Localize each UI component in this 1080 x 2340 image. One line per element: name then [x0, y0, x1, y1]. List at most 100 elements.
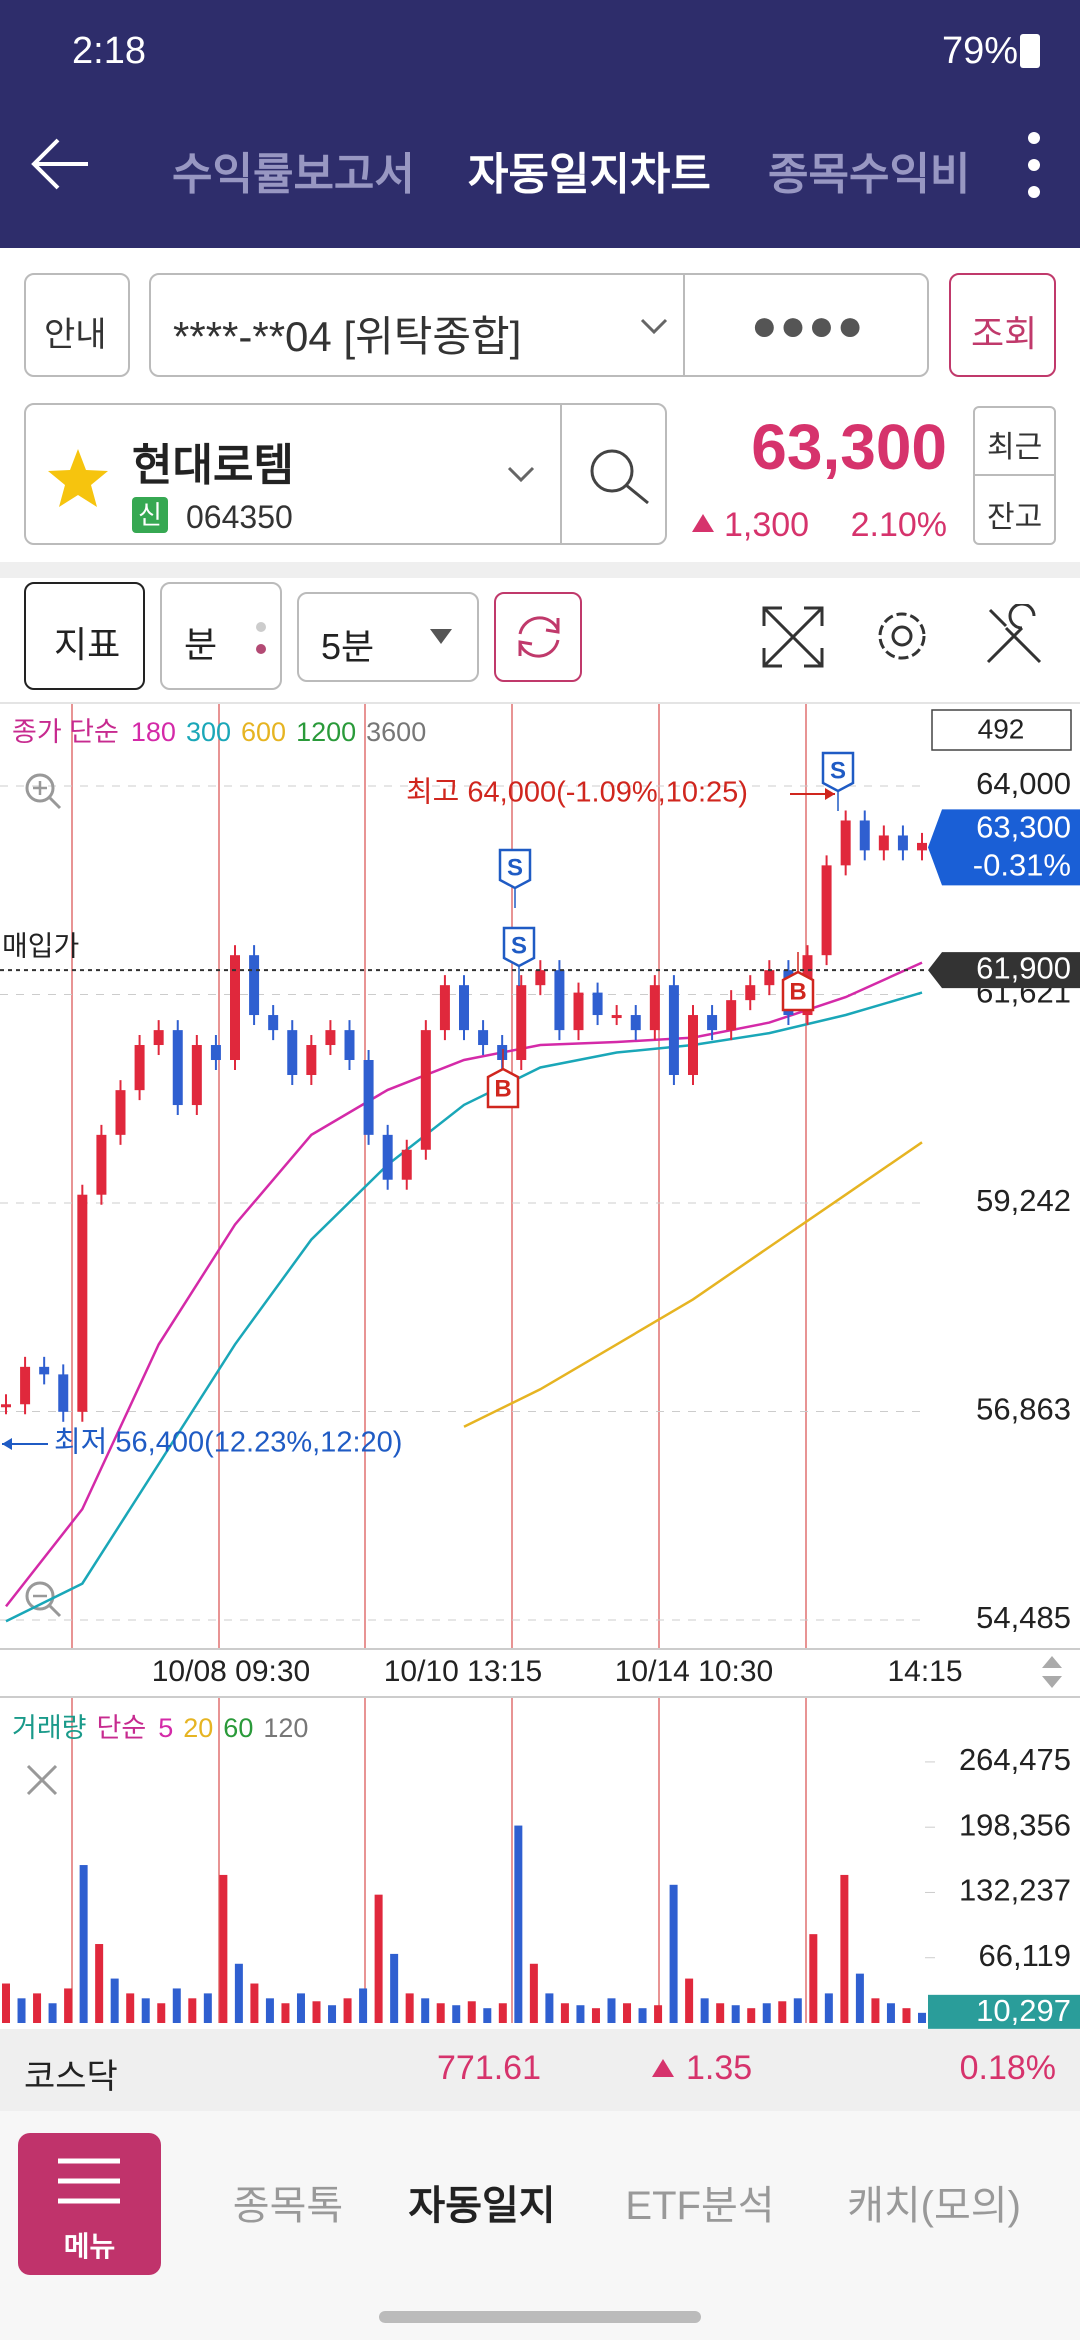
market-value: 771.61: [437, 2049, 541, 2087]
favorite-star[interactable]: [46, 447, 110, 509]
recent-button[interactable]: 최근: [987, 431, 1043, 464]
menu-button[interactable]: 메뉴: [18, 2133, 161, 2275]
volume-bar: [793, 1998, 802, 2023]
x-tick-label: 10/14 10:30: [615, 1655, 773, 1688]
current-change: -0.31%: [973, 848, 1071, 883]
separator: [0, 562, 1080, 578]
indicator-button[interactable]: 지표: [24, 582, 145, 690]
dot: [256, 622, 266, 632]
candle: [39, 1366, 50, 1375]
guide-label: 안내: [44, 316, 107, 354]
candle: [821, 865, 832, 956]
nav-item[interactable]: 종목톡: [232, 2184, 344, 2228]
volume-current-label: 10,297: [976, 1993, 1071, 2028]
signal-marker: [502, 926, 536, 968]
y-tick-label: 54,485: [976, 1600, 1071, 1635]
volume-bar: [654, 2005, 663, 2023]
status-battery: 79%: [941, 30, 1018, 72]
candle: [897, 835, 908, 851]
candle: [306, 1045, 317, 1075]
interval-label: 5분: [321, 626, 375, 667]
volume-bar: [747, 2008, 756, 2023]
volume-bar: [809, 1934, 818, 2023]
guide-button[interactable]: 안내: [24, 273, 130, 377]
nav-item[interactable]: ETF분석: [625, 2184, 775, 2228]
signal-label: S: [830, 757, 846, 784]
tab[interactable]: 종목수익비: [768, 150, 971, 199]
stock-select[interactable]: 현대로템 신 064350: [24, 403, 667, 545]
purchase-label: 매입가: [2, 930, 79, 961]
expand-button[interactable]: [760, 604, 826, 670]
back-button[interactable]: [28, 134, 92, 194]
candle: [745, 985, 756, 1001]
volume-bar: [824, 1993, 833, 2023]
candle: [535, 970, 546, 986]
y-tick-label: 64,000: [976, 766, 1071, 801]
volume-bar: [296, 1993, 305, 2023]
volume-bar: [234, 1963, 243, 2023]
volume-bar: [390, 1953, 399, 2023]
volume-bar: [328, 2005, 337, 2023]
nav-item-active[interactable]: 자동일지: [408, 2184, 556, 2228]
volume-bar: [514, 1825, 523, 2023]
signal-marker: [821, 751, 855, 793]
balance-button[interactable]: 잔고: [987, 501, 1043, 534]
unit-button[interactable]: 분: [160, 582, 282, 690]
volume-bar: [281, 2003, 290, 2023]
volume-bar: [250, 1983, 259, 2023]
tab[interactable]: 수익률보고서: [172, 150, 415, 199]
volume-bar: [421, 1998, 430, 2023]
candle: [20, 1366, 31, 1405]
divider: [683, 275, 685, 375]
nav-item[interactable]: 캐치(모의): [847, 2184, 1021, 2228]
interval-select[interactable]: 5분: [297, 592, 479, 682]
volume-bar: [855, 1973, 864, 2023]
candle: [363, 1060, 374, 1135]
query-button[interactable]: 조회: [949, 273, 1056, 377]
refresh-button[interactable]: [494, 592, 582, 682]
price-change-pct: 2.10%: [850, 506, 947, 544]
volume-bar: [886, 2003, 895, 2023]
volume-bar: [141, 1998, 150, 2023]
candle: [554, 970, 565, 1031]
scroll-arrows[interactable]: [1040, 1652, 1064, 1692]
purchase-value: 61,900: [976, 950, 1071, 985]
candle: [77, 1194, 88, 1412]
menu-label: 메뉴: [63, 2231, 116, 2262]
query-label: 조회: [971, 313, 1038, 354]
credit-badge: 신: [132, 497, 168, 533]
legend-title: 종가 단순: [12, 717, 119, 747]
y-tick-label: 264,475: [959, 1742, 1071, 1777]
signal-label: S: [511, 932, 527, 959]
volume-bar: [157, 2003, 166, 2023]
low-annotation: 최저 56,400(12.23%,12:20): [54, 1427, 402, 1459]
settings-button[interactable]: [870, 604, 934, 668]
tools-button[interactable]: [982, 604, 1046, 668]
divider: [560, 405, 562, 543]
candle: [382, 1134, 393, 1180]
tab-active[interactable]: 자동일지차트: [468, 150, 711, 199]
y-tick-label: 66,119: [978, 1938, 1071, 1973]
volume-bar: [591, 2008, 600, 2023]
account-select[interactable]: ****-**04 [위탁종합] ●●●●: [149, 273, 929, 377]
dropdown-caret: [430, 629, 452, 644]
volume-bar: [918, 2012, 926, 2023]
recent-balance-buttons: 최근 잔고: [973, 406, 1056, 545]
volume-bar: [762, 2003, 771, 2023]
zoom-button: [48, 1604, 62, 1618]
more-button[interactable]: [1024, 130, 1044, 200]
legend-item: 180: [131, 717, 176, 747]
search-button[interactable]: [586, 445, 656, 509]
volume-bar: [172, 1988, 181, 2023]
stock-code: 064350: [186, 499, 293, 535]
ma-line: [5, 961, 923, 1608]
candle: [287, 1030, 298, 1075]
volume-bar: [545, 1993, 554, 2023]
candle: [210, 1045, 221, 1061]
x-axis-band: [0, 1648, 1080, 1698]
x-tick-label: 14:15: [887, 1655, 962, 1688]
volume-bar: [33, 1993, 42, 2023]
volume-bar: [685, 1978, 694, 2023]
